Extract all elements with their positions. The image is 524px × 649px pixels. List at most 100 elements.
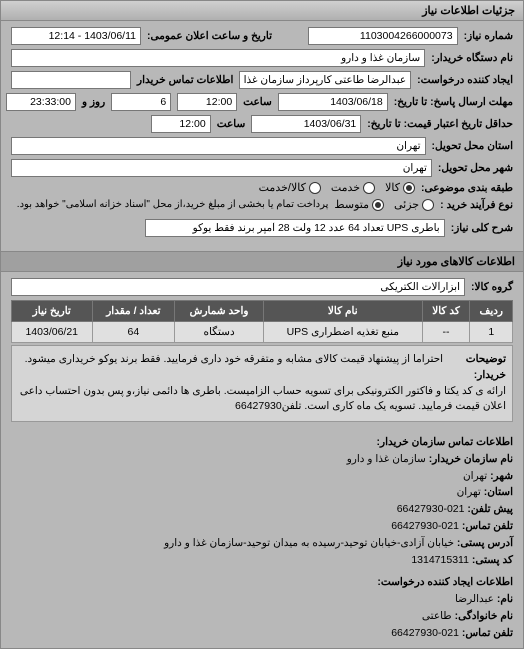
- panel-title: جزئیات اطلاعات نیاز: [1, 1, 523, 21]
- deadline-time-label: ساعت: [243, 96, 272, 108]
- radio-both[interactable]: [309, 182, 321, 194]
- radio-item-khedmat[interactable]: خدمت: [331, 181, 375, 194]
- radio-item-kala[interactable]: کالا: [385, 181, 415, 194]
- row-request-number: شماره نیاز: تاریخ و ساعت اعلان عمومی:: [11, 27, 513, 45]
- cpost-label: کد پستی:: [472, 554, 513, 566]
- num-label: شماره نیاز:: [464, 30, 513, 42]
- pubdate-input[interactable]: [11, 27, 141, 45]
- row-deadline: مهلت ارسال پاسخ: تا تاریخ: ساعت روز و سا…: [11, 93, 513, 111]
- group-label: گروه کالا:: [471, 281, 513, 293]
- th-row: ردیف: [470, 301, 513, 322]
- table-row[interactable]: 1 -- منبع تغذیه اضطراری UPS دستگاه 64 14…: [12, 322, 513, 343]
- desc-cell: توضیحات خریدار: احتراما از پیشنهاد قیمت …: [12, 346, 513, 422]
- row-type: طبقه بندی موضوعی: کالا خدمت کالا/خدمت: [11, 181, 513, 194]
- row-city: شهر محل تحویل:: [11, 159, 513, 177]
- td-row: 1: [470, 322, 513, 343]
- group-input[interactable]: [11, 278, 465, 296]
- radio-motevaset[interactable]: [372, 199, 384, 211]
- th-unit: واحد شمارش: [175, 301, 264, 322]
- row-province: استان محل تحویل:: [11, 137, 513, 155]
- radio-khedmat[interactable]: [363, 182, 375, 194]
- details-panel: جزئیات اطلاعات نیاز شماره نیاز: تاریخ و …: [0, 0, 524, 649]
- desc-label: توضیحات خریدار:: [446, 352, 506, 384]
- cpost-value: 1314715311: [411, 554, 469, 566]
- caddr-label: آدرس پستی:: [457, 537, 513, 549]
- td-date: 1403/06/21: [12, 322, 93, 343]
- th-name: نام کالا: [263, 301, 422, 322]
- radio-jozi[interactable]: [422, 199, 434, 211]
- req-title: اطلاعات ایجاد کننده درخواست:: [377, 576, 513, 588]
- td-code: --: [422, 322, 470, 343]
- province-label: استان محل تحویل:: [432, 140, 513, 152]
- summary-label: شرح کلی نیاز:: [451, 222, 513, 234]
- buyer-contact-input[interactable]: [11, 71, 131, 89]
- td-qty: 64: [92, 322, 175, 343]
- cfax-value: 021-66427930: [391, 520, 459, 532]
- th-date: تاریخ نیاز: [12, 301, 93, 322]
- radio-item-jozi[interactable]: جزئی: [394, 198, 434, 211]
- deadline-date-input[interactable]: [278, 93, 388, 111]
- rname-value: عبدالرضا: [455, 593, 494, 605]
- td-name: منبع تغذیه اضطراری UPS: [263, 322, 422, 343]
- deadline-time-input[interactable]: [177, 93, 237, 111]
- type-label: طبقه بندی موضوعی:: [421, 182, 513, 194]
- radio-both-label: کالا/خدمت: [259, 181, 306, 194]
- rname-label: نام:: [497, 593, 513, 605]
- city-input[interactable]: [11, 159, 432, 177]
- cprov-value: تهران: [457, 486, 481, 498]
- row-creator: ایجاد کننده درخواست: اطلاعات تماس خریدار: [11, 71, 513, 89]
- pubdate-label: تاریخ و ساعت اعلان عمومی:: [147, 30, 272, 42]
- num-input[interactable]: [308, 27, 458, 45]
- radio-kala[interactable]: [403, 182, 415, 194]
- row-buyer: نام دستگاه خریدار:: [11, 49, 513, 67]
- days-input[interactable]: [111, 93, 171, 111]
- td-unit: دستگاه: [175, 322, 264, 343]
- desc-text: احتراما از پیشنهاد قیمت کالای مشابه و مت…: [20, 353, 506, 412]
- city-label: شهر محل تحویل:: [438, 162, 513, 174]
- row-summary: شرح کلی نیاز:: [11, 219, 513, 237]
- ctel-value: 021-66427930: [397, 503, 465, 515]
- row-process: نوع فرآیند خرید : جزئی متوسط پرداخت تمام…: [11, 198, 513, 211]
- validity-time-input[interactable]: [151, 115, 211, 133]
- contact-block: اطلاعات تماس سازمان خریدار: نام سازمان خ…: [1, 428, 523, 648]
- type-radio-group: کالا خدمت کالا/خدمت: [259, 181, 415, 194]
- section-goods-title: اطلاعات کالاهای مورد نیاز: [1, 251, 523, 272]
- radio-motevaset-label: متوسط: [334, 198, 369, 211]
- rtel-value: 021-66427930: [391, 627, 459, 639]
- panel-body: شماره نیاز: تاریخ و ساعت اعلان عمومی: نا…: [1, 21, 523, 247]
- table-header-row: ردیف کد کالا نام کالا واحد شمارش تعداد /…: [12, 301, 513, 322]
- validity-label: حداقل تاریخ اعتبار قیمت: تا تاریخ:: [367, 118, 513, 130]
- caddr-value: خیابان آزادی-خیابان توحید-رسیده به میدان…: [164, 537, 454, 549]
- ccity-value: تهران: [463, 470, 487, 482]
- radio-kala-label: کالا: [385, 181, 400, 194]
- summary-input[interactable]: [145, 219, 445, 237]
- deadline-label: مهلت ارسال پاسخ: تا تاریخ:: [394, 96, 513, 108]
- radio-item-both[interactable]: کالا/خدمت: [259, 181, 321, 194]
- org-value: سازمان غذا و دارو: [347, 453, 426, 465]
- validity-time-label: ساعت: [217, 118, 246, 130]
- th-code: کد کالا: [422, 301, 470, 322]
- pay-note: پرداخت تمام یا بخشی از مبلغ خرید،از محل …: [17, 199, 329, 210]
- days-label: روز و: [82, 96, 105, 108]
- buyer-input[interactable]: [11, 49, 425, 67]
- rfamily-label: نام خانوادگی:: [455, 610, 513, 622]
- row-group: گروه کالا:: [11, 278, 513, 296]
- rfamily-value: طاعتی: [422, 610, 452, 622]
- goods-table: ردیف کد کالا نام کالا واحد شمارش تعداد /…: [11, 300, 513, 343]
- creator-label: ایجاد کننده درخواست:: [417, 74, 513, 86]
- creator-input[interactable]: [239, 71, 411, 89]
- ccity-label: شهر:: [490, 470, 513, 482]
- radio-item-motevaset[interactable]: متوسط: [334, 198, 384, 211]
- province-input[interactable]: [11, 137, 426, 155]
- validity-date-input[interactable]: [251, 115, 361, 133]
- goods-body: گروه کالا: ردیف کد کالا نام کالا واحد شم…: [1, 272, 523, 428]
- row-validity: حداقل تاریخ اعتبار قیمت: تا تاریخ: ساعت: [11, 115, 513, 133]
- hours-input[interactable]: [6, 93, 76, 111]
- process-radio-group: جزئی متوسط: [334, 198, 434, 211]
- buyer-contact-label: اطلاعات تماس خریدار: [137, 74, 233, 86]
- ctel-label: پیش تلفن:: [467, 503, 513, 515]
- buyer-label: نام دستگاه خریدار:: [431, 52, 513, 64]
- th-qty: تعداد / مقدار: [92, 301, 175, 322]
- radio-jozi-label: جزئی: [394, 198, 419, 211]
- org-label: نام سازمان خریدار:: [429, 453, 513, 465]
